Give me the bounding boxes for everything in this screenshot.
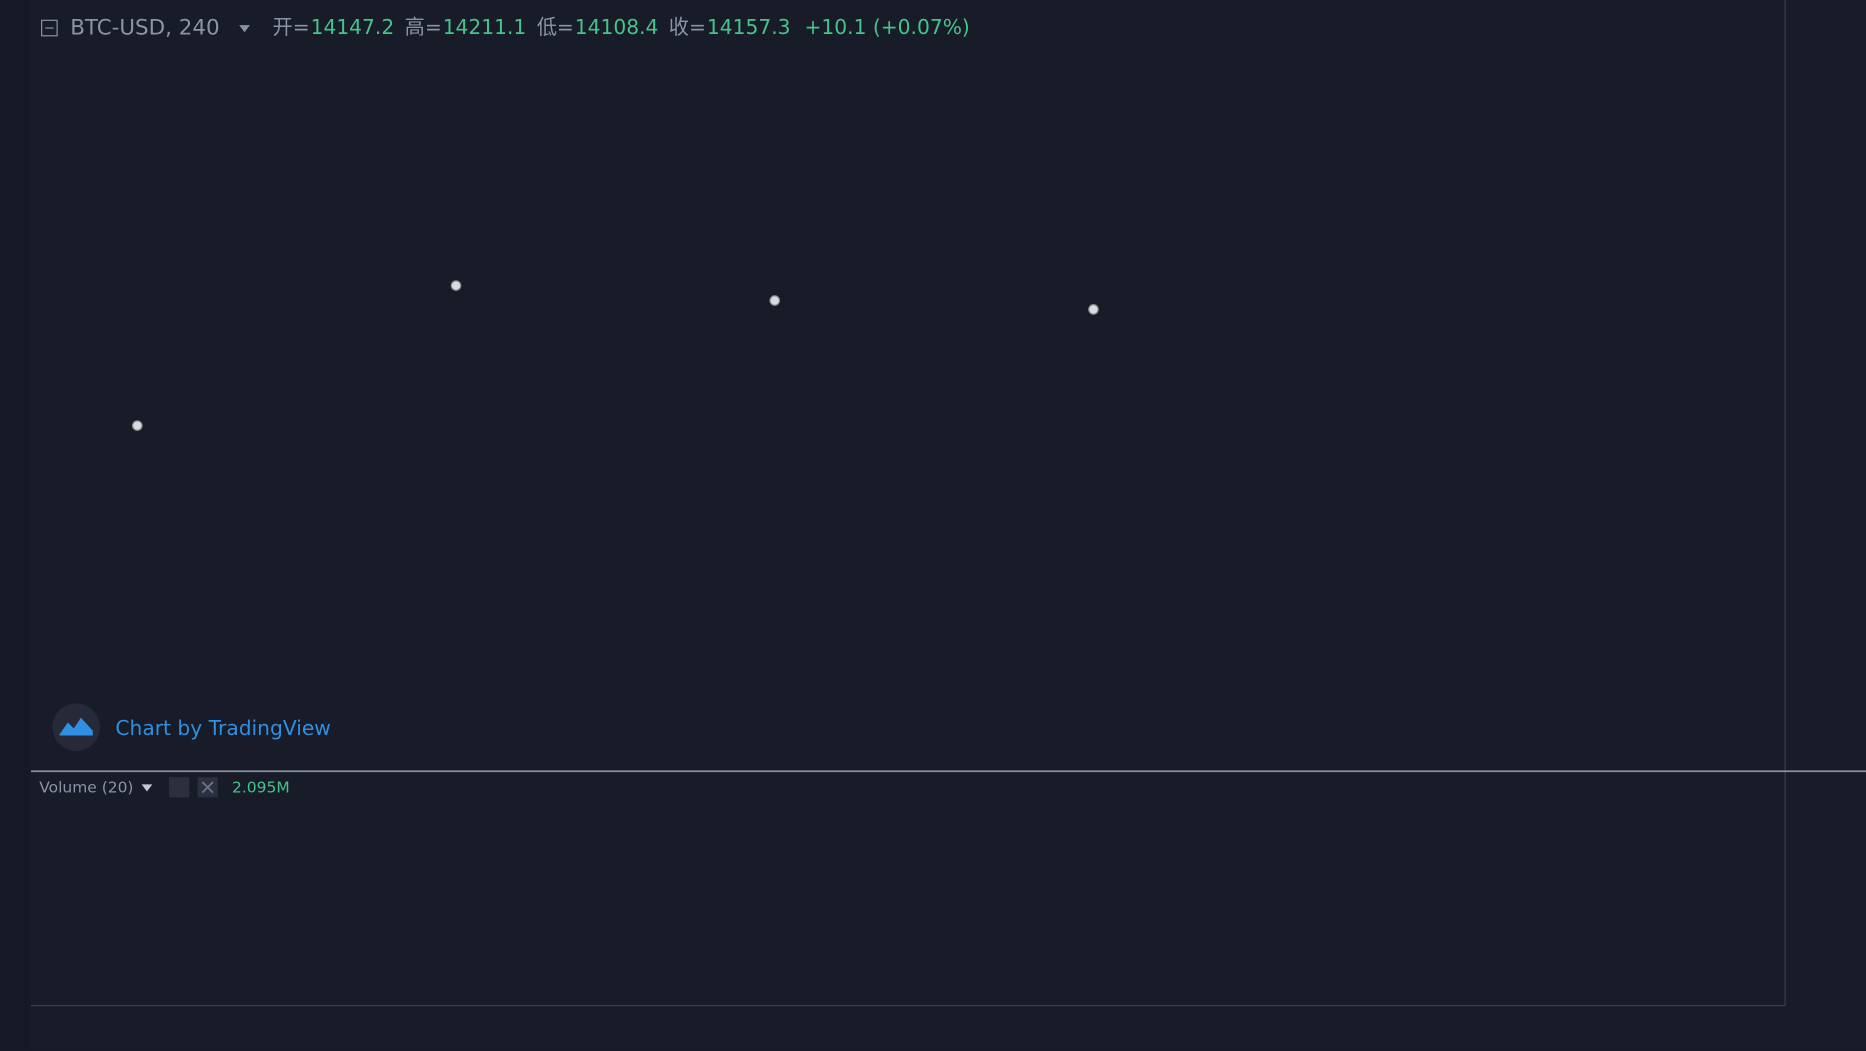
collapse-icon[interactable]: [41, 19, 58, 37]
marks: [131, 280, 1099, 431]
settings-icon[interactable]: [168, 777, 190, 798]
labels: BTC-USD, 240 开= 14147.2 高= 14211.1 低= 14…: [39, 15, 970, 798]
close-value: 14157.3: [707, 15, 791, 39]
logo: [59, 717, 93, 736]
dropdown[interactable]: [141, 784, 153, 792]
open-label: 开=: [273, 15, 310, 39]
event-marker[interactable]: [769, 295, 781, 306]
remove-x: [201, 781, 214, 794]
dropdown[interactable]: [239, 25, 250, 33]
change: +10.1 (+0.07%): [804, 15, 969, 39]
event-marker[interactable]: [131, 420, 143, 431]
volume-legend-name: Volume (20): [39, 778, 133, 796]
low-label: 低=: [537, 15, 574, 39]
event-marker[interactable]: [1088, 304, 1099, 315]
event-marker[interactable]: [450, 280, 462, 291]
high-value: 14211.1: [443, 15, 527, 39]
high-label: 高=: [405, 15, 442, 39]
low-value: 14108.4: [575, 15, 659, 39]
open-value: 14147.2: [311, 15, 395, 39]
left-toolbar: [0, 0, 31, 1051]
symbol: BTC-USD, 240: [70, 16, 219, 41]
watermark[interactable]: Chart by TradingView: [115, 716, 330, 740]
close-label: 收=: [669, 15, 706, 39]
volume-legend-value: 2.095M: [232, 778, 290, 796]
